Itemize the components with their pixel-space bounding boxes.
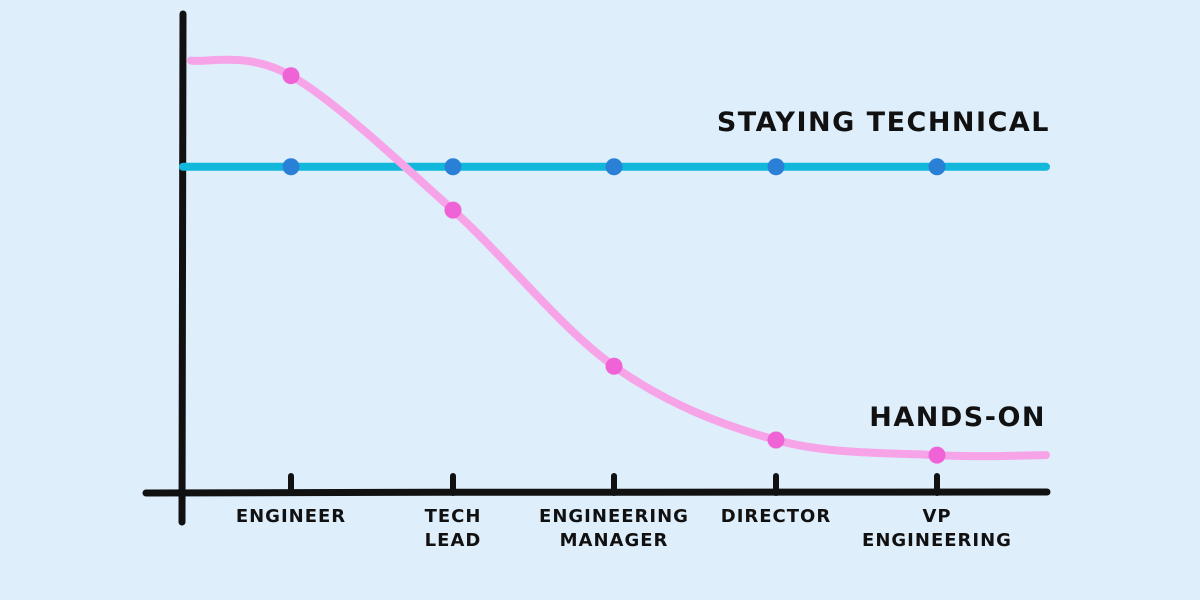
series-label-staying-technical: STAYING TECHNICAL [717, 107, 1050, 138]
point-hands-on-engineer [282, 67, 300, 85]
point-hands-on-director [767, 431, 785, 449]
x-tick-label-vp-engineering: VP ENGINEERING [862, 506, 1012, 551]
x-tick-label-engineering-manager: ENGINEERING MANAGER [539, 506, 689, 551]
point-hands-on-vp-engineering [928, 446, 946, 464]
y-axis [178, 10, 187, 526]
point-hands-on-tech-lead [444, 201, 462, 219]
series-line-hands-on [187, 55, 1050, 461]
point-staying-technical-engineering-manager [605, 158, 623, 176]
point-hands-on-engineering-manager [605, 357, 623, 375]
point-staying-technical-director [767, 158, 785, 176]
x-tick-label-director: DIRECTOR [721, 506, 831, 527]
point-staying-technical-engineer [282, 158, 300, 176]
series-label-hands-on: HANDS-ON [869, 402, 1046, 433]
x-tick-label-engineer: ENGINEER [236, 506, 346, 527]
point-staying-technical-tech-lead [444, 158, 462, 176]
x-tick-label-tech-lead: TECH LEAD [425, 506, 482, 551]
x-axis [142, 488, 1051, 497]
point-staying-technical-vp-engineering [928, 158, 946, 176]
